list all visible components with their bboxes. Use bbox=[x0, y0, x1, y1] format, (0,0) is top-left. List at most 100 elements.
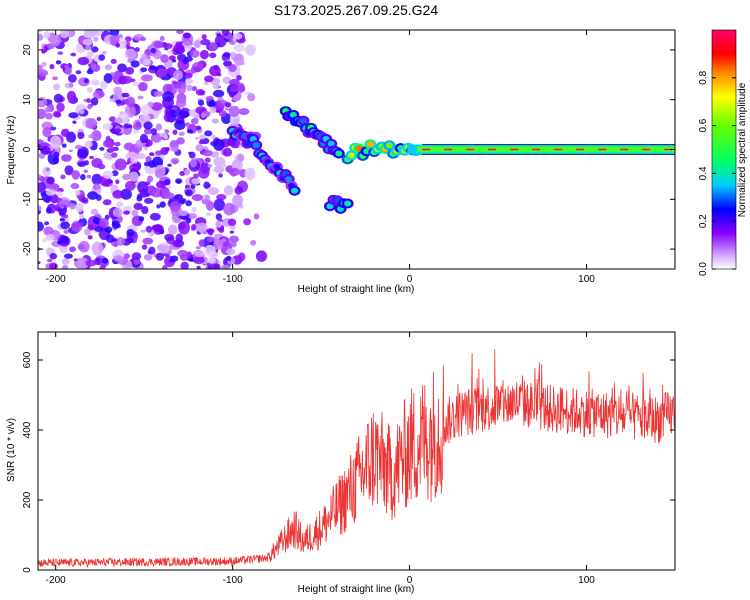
heatmap-marks bbox=[38, 30, 675, 269]
heatmap-noise-blob bbox=[126, 96, 136, 108]
snr-x-label: Height of straight line (km) bbox=[298, 584, 415, 595]
heatmap-noise-blob bbox=[91, 241, 104, 256]
heatmap-noise-blob bbox=[194, 250, 204, 258]
heatmap-noise-blob bbox=[191, 224, 197, 231]
heatmap-noise-blob bbox=[61, 258, 70, 266]
heatmap-noise-blob bbox=[141, 205, 149, 215]
heatmap-y-tick-label: -20 bbox=[22, 241, 33, 256]
heatmap-noise-blob bbox=[186, 84, 193, 92]
heatmap-noise-blob bbox=[204, 244, 216, 257]
heatmap-signal-core bbox=[347, 152, 355, 159]
colorbar-tick-label: 0.0 bbox=[698, 262, 709, 276]
heatmap-noise-blob bbox=[114, 158, 127, 171]
heatmap-noise-blob bbox=[44, 196, 52, 204]
heatmap-noise-blob bbox=[99, 147, 105, 151]
heatmap-noise-blob bbox=[78, 241, 90, 253]
heatmap-noise-blob bbox=[230, 83, 238, 90]
heatmap-noise-blob bbox=[92, 217, 101, 225]
heatmap-noise-blob bbox=[186, 217, 192, 224]
heatmap-noise-blob bbox=[150, 128, 157, 136]
heatmap-noise-blob bbox=[237, 252, 246, 262]
heatmap-noise-blob bbox=[216, 33, 221, 37]
heatmap-noise-blob bbox=[80, 197, 89, 203]
heatmap-noise-blob bbox=[140, 104, 151, 116]
heatmap-noise-blob bbox=[164, 192, 175, 200]
heatmap-noise-blob bbox=[93, 183, 101, 190]
heatmap-noise-blob bbox=[202, 149, 213, 157]
heatmap-noise-blob bbox=[149, 152, 155, 157]
heatmap-y-tick-label: 0 bbox=[22, 146, 33, 152]
heatmap-noise-blob bbox=[205, 212, 212, 217]
heatmap-noise-blob bbox=[64, 64, 70, 69]
heatmap-noise-blob bbox=[213, 138, 225, 151]
heatmap-noise-blob bbox=[200, 39, 211, 46]
heatmap-noise-blob bbox=[218, 173, 223, 178]
heatmap-noise-blob bbox=[191, 178, 201, 185]
snr-y-label: SNR (10 * v/v) bbox=[6, 418, 17, 482]
heatmap-noise-blob bbox=[69, 246, 76, 253]
heatmap-noise-blob bbox=[250, 239, 257, 246]
heatmap-noise-blob bbox=[174, 119, 186, 131]
heatmap-noise-blob bbox=[135, 152, 146, 160]
heatmap-noise-blob bbox=[49, 252, 58, 260]
heatmap-noise-blob bbox=[41, 121, 53, 130]
heatmap-noise-blob bbox=[157, 242, 170, 254]
heatmap-noise-blob bbox=[70, 52, 77, 57]
heatmap-noise-blob bbox=[111, 152, 118, 158]
heatmap-noise-blob bbox=[175, 233, 184, 243]
heatmap-noise-blob bbox=[125, 66, 135, 75]
heatmap-noise-blob bbox=[233, 53, 245, 66]
heatmap-noise-blob bbox=[83, 30, 96, 39]
heatmap-noise-blob bbox=[111, 238, 118, 242]
heatmap-noise-blob bbox=[45, 167, 50, 172]
heatmap-noise-blob bbox=[188, 258, 194, 262]
heatmap-noise-blob bbox=[102, 139, 113, 148]
heatmap-noise-blob bbox=[68, 112, 79, 119]
heatmap-signal-core bbox=[289, 111, 297, 118]
heatmap-noise-blob bbox=[229, 92, 235, 98]
heatmap-noise-blob bbox=[90, 79, 100, 86]
heatmap-noise-blob bbox=[115, 179, 120, 185]
heatmap-noise-blob bbox=[207, 187, 219, 196]
heatmap-noise-blob bbox=[89, 155, 95, 160]
heatmap-noise-blob bbox=[155, 252, 164, 261]
heatmap-noise-blob bbox=[186, 212, 198, 220]
heatmap-noise-blob bbox=[127, 124, 133, 129]
heatmap-noise-blob bbox=[66, 90, 77, 102]
heatmap-noise-blob bbox=[204, 194, 211, 200]
heatmap-noise-blob bbox=[206, 257, 216, 264]
heatmap-noise-blob bbox=[169, 200, 181, 213]
heatmap-noise-blob bbox=[112, 207, 123, 218]
heatmap-noise-blob bbox=[140, 67, 148, 73]
heatmap-noise-blob bbox=[206, 183, 211, 188]
heatmap-noise-blob bbox=[163, 43, 173, 49]
heatmap-noise-blob bbox=[195, 144, 204, 152]
heatmap-noise-blob bbox=[75, 70, 82, 75]
heatmap-y-label: Frequency (Hz) bbox=[6, 116, 17, 185]
heatmap-noise-blob bbox=[69, 202, 76, 210]
colorbar-label: Normalized spectral amplitude bbox=[737, 82, 748, 217]
heatmap-noise-blob bbox=[41, 61, 47, 67]
heatmap-noise-blob bbox=[38, 205, 42, 212]
heatmap-noise-blob bbox=[71, 170, 80, 180]
heatmap-noise-blob bbox=[53, 93, 64, 103]
heatmap-noise-blob bbox=[243, 218, 252, 226]
heatmap-noise-blob bbox=[204, 80, 209, 86]
heatmap-noise-blob bbox=[55, 60, 62, 65]
heatmap-noise-blob bbox=[42, 237, 48, 243]
heatmap-y-tick-label: -10 bbox=[22, 192, 33, 207]
heatmap-noise-blob bbox=[232, 33, 243, 40]
heatmap-noise-blob bbox=[209, 52, 217, 59]
heatmap-noise-blob bbox=[193, 66, 201, 73]
heatmap-signal-core bbox=[385, 142, 393, 149]
heatmap-noise-blob bbox=[111, 220, 120, 229]
heatmap-noise-blob bbox=[110, 58, 117, 64]
heatmap-noise-blob bbox=[195, 246, 201, 250]
heatmap-noise-blob bbox=[167, 224, 178, 235]
heatmap-noise-blob bbox=[215, 221, 222, 228]
heatmap-noise-blob bbox=[191, 86, 198, 92]
heatmap-noise-blob bbox=[41, 50, 46, 54]
heatmap-noise-blob bbox=[108, 116, 116, 123]
heatmap-signal-core bbox=[326, 203, 334, 210]
colorbar-tick-label: 0.2 bbox=[698, 214, 709, 228]
